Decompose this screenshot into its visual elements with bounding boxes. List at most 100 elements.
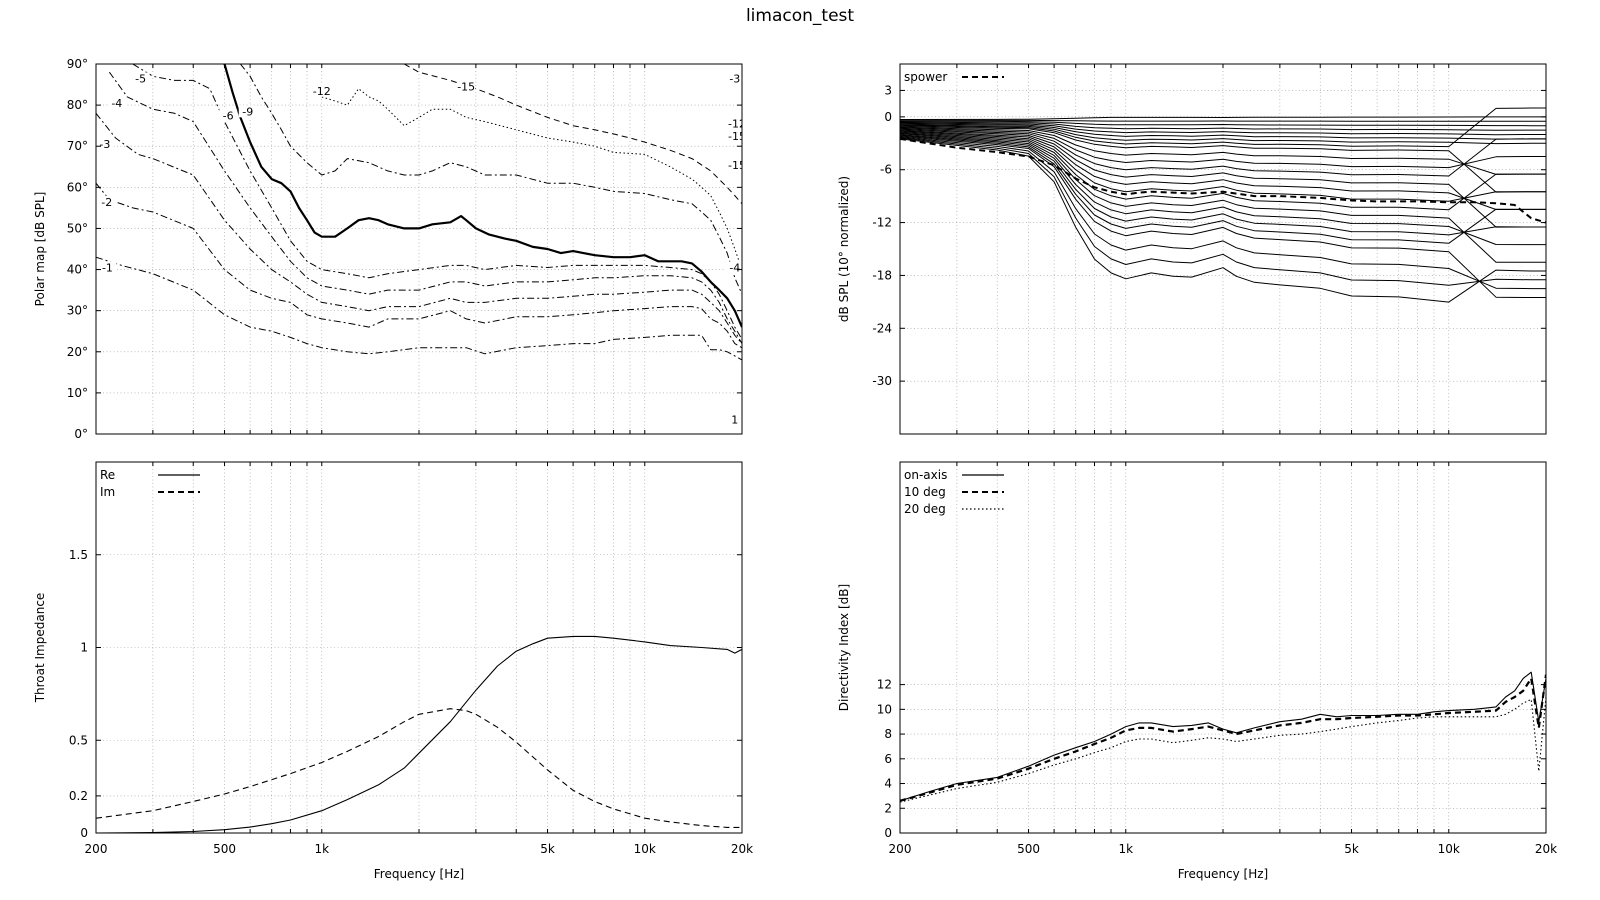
y-tick-label: 0.2 [69, 789, 88, 803]
contour-label-bg [131, 72, 150, 85]
y-tick-label: 4 [884, 777, 892, 791]
contour-label-bg [728, 117, 742, 130]
contour-label: -3 [99, 138, 110, 151]
x-tick-label: 200 [889, 842, 912, 856]
y-tick-label: 80° [67, 98, 88, 112]
plot-area: -1-2-3-4-5-6 -9-12 -15-3-12-15-15-41 [96, 64, 746, 427]
spl-curve [900, 135, 1546, 244]
x-tick-label: 20k [1535, 842, 1557, 856]
spl-curve [900, 138, 1546, 303]
x-tick-label: 5k [1344, 842, 1359, 856]
spl-curve [900, 137, 1546, 286]
y-tick-label: 0 [80, 826, 88, 840]
x-tick-label: 5k [540, 842, 555, 856]
spl-curve [900, 128, 1546, 177]
legend-label: Re [100, 468, 115, 482]
spl-curve [900, 130, 1546, 210]
contour-label-bg [725, 72, 742, 85]
spl-curve [900, 135, 1546, 298]
spl-curve [900, 133, 1546, 246]
spl-curve [900, 131, 1546, 211]
y-tick-label: 30° [67, 304, 88, 318]
y-tick-label: 0.5 [69, 733, 88, 747]
legend-label: 10 deg [904, 485, 946, 499]
y-tick-label: 90° [67, 57, 88, 71]
contour-label: -2 [101, 196, 112, 209]
y-tick-label: 12 [877, 678, 892, 692]
x-axis-label: Frequency [Hz] [1178, 867, 1269, 881]
y-tick-label: 50° [67, 221, 88, 235]
y-tick-label: 40° [67, 263, 88, 277]
spl-curve [900, 122, 1546, 136]
contour-label-bg [725, 413, 742, 426]
y-axis-label: Directivity Index [dB] [837, 584, 851, 711]
spl-curve [900, 107, 1546, 148]
y-axis-label: Polar map [dB SPL] [33, 192, 47, 307]
plot-area [96, 635, 742, 833]
figure-title: limacon_test [745, 6, 855, 26]
grid [96, 63, 742, 435]
spl-curve [900, 121, 1546, 131]
contour-label-bg [219, 109, 238, 122]
x-tick-label: 500 [1017, 842, 1040, 856]
x-tick-label: 1k [1118, 842, 1133, 856]
grid [900, 64, 1546, 434]
legend: on-axis 10 deg 20 deg [904, 468, 1004, 516]
spl-curve [900, 119, 1546, 122]
y-tick-label: 0° [74, 427, 88, 441]
y-tick-label: -12 [872, 216, 892, 230]
spl-curve [900, 134, 1546, 236]
directivity_index-panel: on-axis 10 deg 20 deg 0 2 4 6 8 10 12 200 500 1k 5k 10… [837, 461, 1557, 881]
y-axis-label: dB SPL (10° normalized) [837, 176, 851, 322]
spl-curve [900, 132, 1546, 263]
contour-label-bg [97, 195, 116, 208]
series-im [96, 708, 742, 828]
y-tick-label: 1 [80, 641, 88, 655]
series-10-deg [900, 674, 1546, 802]
y-tick-label: 10° [67, 386, 88, 400]
grid [96, 462, 742, 834]
y-tick-label: 20° [67, 345, 88, 359]
contour-label: -9 [242, 105, 253, 118]
x-tick-label: 500 [213, 842, 236, 856]
series-on-axis [900, 671, 1546, 802]
spower-curve [900, 137, 1546, 224]
throat_impedance-panel: Re Im 0 0.2 0.5 1 1.5 200 500 1k 5k 10k 20k Throat Im… [33, 461, 753, 881]
contour-line [132, 64, 742, 340]
y-tick-label: 10 [877, 702, 892, 716]
y-tick-label: -18 [872, 268, 892, 282]
contour-label-bg [728, 130, 742, 142]
y-tick-label: -6 [880, 163, 892, 177]
normalized_spl-panel: spower 3 0 -6 -12 -18 -24 -30 dB SPL (10° normal… [837, 63, 1547, 435]
spl-curve [900, 136, 1546, 290]
spl-curve [900, 125, 1546, 193]
contour-label-bg [98, 261, 117, 274]
contour-label: -4 [729, 262, 740, 275]
contour-label-bg [312, 84, 331, 97]
spl-curve [900, 129, 1546, 228]
contour-label: -4 [111, 97, 122, 110]
legend-label: 20 deg [904, 502, 946, 516]
contour-label-bg [725, 261, 742, 274]
x-tick-label: 20k [731, 842, 753, 856]
contour-label: -15 [457, 81, 475, 94]
legend-label: on-axis [904, 468, 947, 482]
contour-label: 1 [731, 414, 738, 427]
contour-line [96, 256, 742, 361]
contour-label: -3 [729, 72, 740, 85]
spl-curve [900, 116, 1546, 120]
contour-label: -6 [223, 109, 234, 122]
contour-line [96, 182, 742, 349]
y-tick-label: 70° [67, 139, 88, 153]
plot-frame [95, 63, 743, 435]
contour-label-bg [107, 97, 126, 110]
contour-line [403, 64, 742, 205]
contour-label: -15 [728, 159, 746, 172]
contour-label: -15 [728, 130, 746, 143]
x-tick-label: 1k [314, 842, 329, 856]
spl-curve [900, 123, 1546, 140]
grid [900, 462, 1546, 834]
y-tick-label: 3 [884, 83, 892, 97]
series-20-deg [900, 696, 1546, 803]
